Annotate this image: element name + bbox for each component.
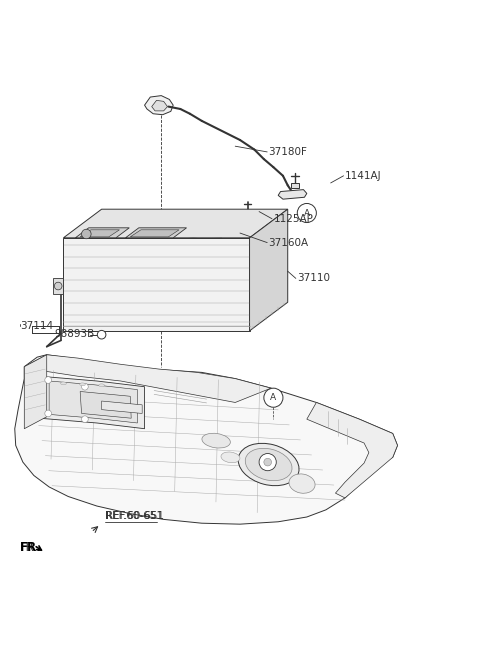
- Circle shape: [97, 330, 106, 339]
- Polygon shape: [24, 355, 271, 403]
- Polygon shape: [250, 209, 288, 331]
- Text: 98893B: 98893B: [54, 329, 94, 339]
- Polygon shape: [53, 279, 63, 294]
- Polygon shape: [243, 212, 252, 215]
- Polygon shape: [80, 392, 131, 419]
- Polygon shape: [80, 230, 120, 237]
- Ellipse shape: [245, 448, 292, 481]
- Polygon shape: [63, 209, 288, 238]
- Text: 1125AP: 1125AP: [274, 214, 313, 224]
- Circle shape: [45, 410, 51, 417]
- Polygon shape: [39, 376, 144, 429]
- Text: REF.60-651: REF.60-651: [106, 510, 163, 520]
- Polygon shape: [185, 226, 225, 239]
- Circle shape: [259, 453, 276, 470]
- Text: 37114: 37114: [21, 321, 54, 331]
- Circle shape: [82, 229, 91, 238]
- Text: REF.60-651: REF.60-651: [107, 510, 164, 520]
- Polygon shape: [199, 230, 215, 237]
- Polygon shape: [291, 183, 299, 188]
- Ellipse shape: [99, 384, 105, 387]
- Text: 37110: 37110: [297, 273, 330, 283]
- Ellipse shape: [202, 433, 230, 448]
- Ellipse shape: [80, 383, 85, 386]
- Circle shape: [297, 204, 316, 223]
- Circle shape: [45, 376, 51, 384]
- Text: A: A: [304, 208, 310, 217]
- Polygon shape: [49, 381, 137, 423]
- Polygon shape: [130, 230, 179, 237]
- Polygon shape: [75, 228, 129, 238]
- Circle shape: [264, 459, 272, 466]
- Polygon shape: [24, 355, 47, 429]
- Circle shape: [264, 388, 283, 407]
- Circle shape: [54, 283, 62, 290]
- Polygon shape: [15, 355, 397, 524]
- Text: 37160A: 37160A: [269, 238, 309, 248]
- Circle shape: [82, 384, 88, 390]
- Polygon shape: [102, 401, 142, 413]
- Polygon shape: [307, 403, 397, 498]
- Circle shape: [82, 416, 88, 422]
- Ellipse shape: [238, 443, 299, 486]
- Polygon shape: [152, 101, 168, 111]
- Polygon shape: [63, 238, 250, 331]
- Text: 1141AJ: 1141AJ: [345, 171, 382, 181]
- Text: FR.: FR.: [20, 541, 42, 554]
- Text: 37180F: 37180F: [269, 147, 308, 157]
- Polygon shape: [144, 96, 173, 115]
- Ellipse shape: [221, 452, 240, 463]
- Polygon shape: [278, 190, 307, 199]
- Text: FR.: FR.: [20, 541, 37, 554]
- Polygon shape: [125, 228, 187, 238]
- Ellipse shape: [289, 474, 315, 493]
- Text: A: A: [270, 393, 276, 402]
- Ellipse shape: [60, 382, 66, 385]
